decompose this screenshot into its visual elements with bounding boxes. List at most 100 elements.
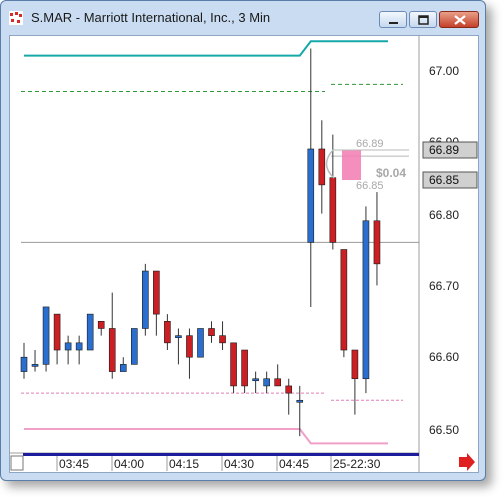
candle: [64, 335, 72, 365]
candle: [97, 320, 105, 336]
bid-price-tag: 66.85: [422, 171, 478, 189]
close-icon: [454, 15, 466, 25]
price-chart[interactable]: 67.00 66.90 66.80 66.70 66.60 66.50 66.8…: [1, 1, 485, 480]
candle-body: [86, 313, 94, 351]
order-upper-label: 66.89: [356, 138, 384, 150]
candle-body: [97, 320, 105, 329]
minimize-icon: [389, 22, 398, 24]
candle-body: [20, 356, 28, 372]
candle: [142, 263, 149, 336]
candle-body: [53, 313, 61, 351]
candle: [175, 328, 182, 365]
candle-body: [274, 378, 281, 387]
candle: [208, 321, 215, 343]
chart-area[interactable]: [9, 35, 479, 473]
candle-body: [208, 328, 215, 336]
candle-body: [75, 342, 83, 351]
order-change-label: $0.04: [376, 166, 406, 180]
candle: [108, 292, 116, 379]
candle-body: [296, 399, 304, 403]
indicator-lines: [21, 40, 419, 445]
candle-body: [31, 364, 39, 367]
candle: [296, 385, 304, 437]
candles: [20, 48, 381, 437]
candle: [362, 206, 370, 394]
candle-body: [241, 349, 248, 387]
app-icon: [9, 11, 23, 25]
candle-body: [164, 320, 171, 344]
chart-option-checkbox[interactable]: [10, 455, 24, 471]
candle: [119, 357, 127, 372]
candle-body: [285, 385, 293, 394]
time-tick: 04:45: [279, 457, 309, 471]
candle: [164, 314, 171, 351]
candle: [230, 342, 237, 394]
title-bar[interactable]: S.MAR - Marriott International, Inc., 3 …: [1, 1, 485, 35]
window-title: S.MAR - Marriott International, Inc., 3 …: [31, 10, 271, 25]
candle-body: [108, 328, 116, 372]
candle-body: [153, 270, 160, 315]
candle: [263, 371, 270, 394]
candle-body: [373, 220, 381, 265]
candle-body: [329, 177, 337, 243]
candle: [373, 192, 381, 286]
candle: [351, 349, 359, 415]
candle: [131, 328, 138, 365]
scroll-right-arrow-icon[interactable]: [459, 453, 475, 471]
candle: [307, 48, 315, 307]
price-tick: 66.70: [429, 279, 459, 293]
candle: [197, 328, 204, 358]
time-navigator-bar: [23, 453, 419, 456]
candle-body: [219, 335, 226, 344]
price-tick: 66.60: [429, 350, 459, 364]
candle: [274, 364, 281, 387]
maximize-icon: [418, 15, 429, 25]
candle-body: [362, 220, 370, 380]
candle-body: [351, 349, 359, 380]
candle-body: [307, 148, 315, 243]
candle: [219, 321, 226, 351]
last-price-tag: 66.89: [422, 141, 478, 159]
high-line: [24, 40, 388, 57]
price-tick: 67.00: [429, 64, 459, 78]
candle-body: [142, 270, 149, 329]
time-tick: 03:45: [59, 457, 89, 471]
candle: [318, 120, 326, 214]
minimize-button[interactable]: [379, 11, 407, 28]
candle-body: [186, 335, 193, 358]
chart-window: S.MAR - Marriott International, Inc., 3 …: [0, 0, 486, 481]
candle-body: [230, 342, 237, 387]
candle-body: [252, 378, 259, 382]
order-lower-label: 66.85: [356, 180, 384, 192]
candle-body: [42, 306, 50, 365]
candle-body: [131, 328, 138, 365]
candle: [340, 249, 348, 358]
order-highlight: [342, 150, 361, 180]
low-line: [24, 428, 388, 445]
time-tick: 04:00: [114, 457, 144, 471]
candle-body: [119, 364, 127, 372]
time-tick: 04:15: [169, 457, 199, 471]
price-tick: 66.50: [429, 423, 459, 437]
time-tick: 25-22:30: [333, 457, 381, 471]
candle: [252, 371, 259, 394]
maximize-button[interactable]: [409, 11, 437, 28]
candle: [42, 306, 50, 372]
time-axis: 03:45 04:00 04:15 04:30 04:45 25-22:30: [23, 453, 419, 471]
svg-text:66.89: 66.89: [429, 143, 459, 157]
time-tick: 04:30: [224, 457, 254, 471]
candle: [285, 378, 293, 415]
close-button[interactable]: [439, 11, 479, 28]
candle: [31, 350, 39, 372]
candle-body: [64, 342, 72, 351]
candle: [153, 270, 160, 336]
candle-body: [340, 249, 348, 351]
candle: [75, 335, 83, 365]
candle-body: [263, 378, 270, 387]
price-tick: 66.80: [429, 208, 459, 222]
candle-body: [197, 328, 204, 358]
svg-text:66.85: 66.85: [429, 173, 459, 187]
candle: [86, 313, 94, 351]
order-overlay[interactable]: 66.89 $0.04 66.85: [325, 138, 410, 192]
candle: [20, 342, 28, 379]
